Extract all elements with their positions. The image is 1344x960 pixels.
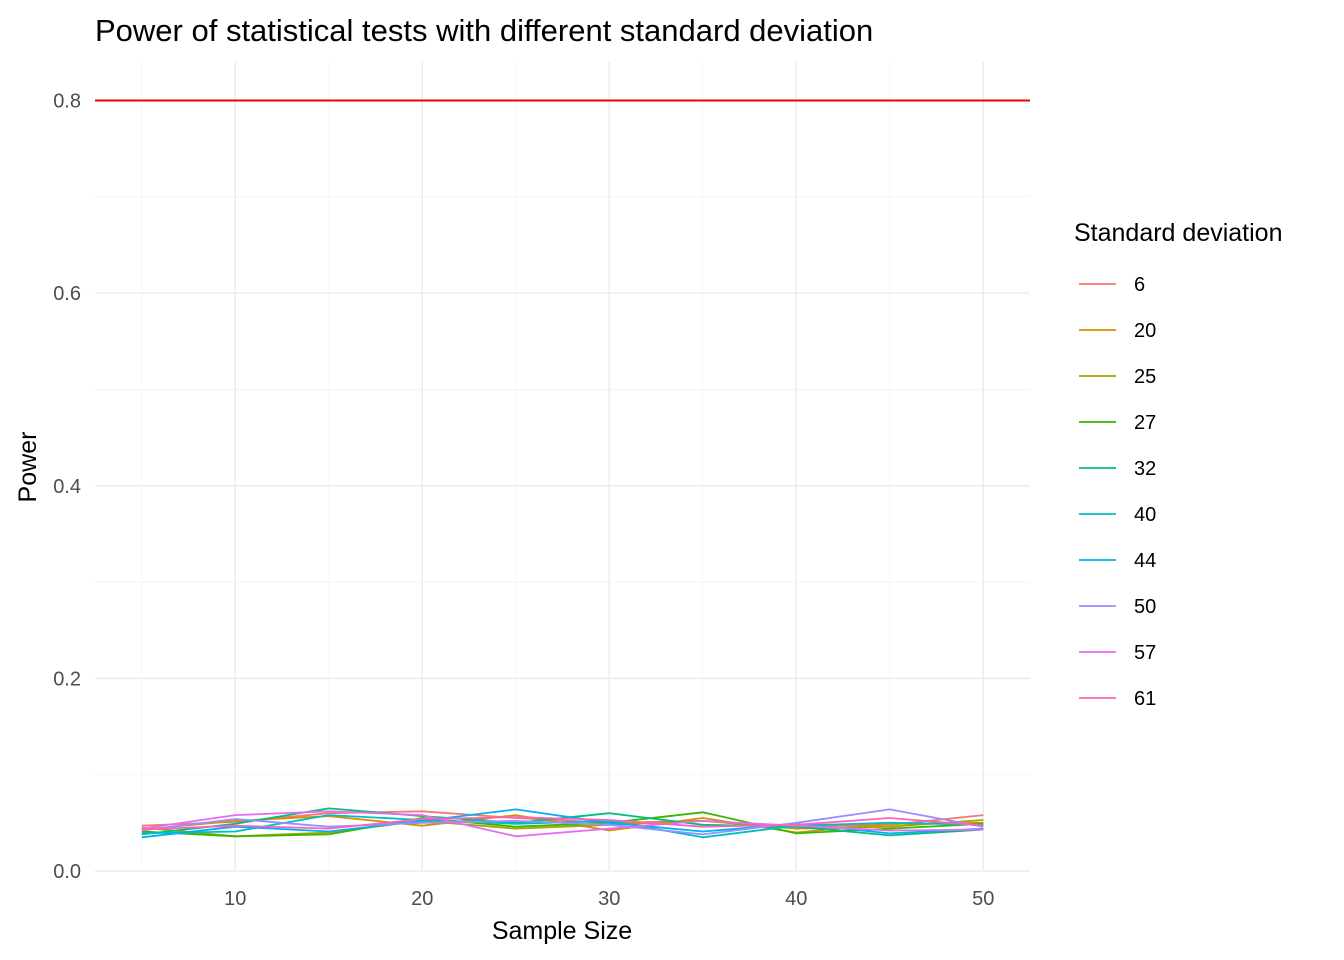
legend-items: 6 20 25 27 32 40 44 50 57 61 xyxy=(1079,274,1156,710)
series-line-sd-57 xyxy=(141,810,984,838)
y-axis-label: Power xyxy=(14,432,42,503)
x-tick-label: 10 xyxy=(224,888,246,910)
x-tick-label: 50 xyxy=(972,888,994,910)
legend-label-27: 27 xyxy=(1134,412,1156,434)
x-tick-label: 30 xyxy=(598,888,620,910)
x-tick-label: 20 xyxy=(411,888,433,910)
x-axis-ticks: 10 20 30 40 50 xyxy=(224,888,994,910)
series-line-sd-61 xyxy=(141,816,984,831)
legend-label-57: 57 xyxy=(1134,642,1156,664)
y-tick-label: 0.2 xyxy=(53,668,81,690)
grid xyxy=(95,62,1030,872)
y-tick-label: 0.0 xyxy=(53,861,81,883)
series-line-sd-50 xyxy=(141,808,984,836)
x-axis-label: Sample Size xyxy=(492,917,632,945)
legend-label-32: 32 xyxy=(1134,458,1156,480)
legend-label-20: 20 xyxy=(1134,320,1156,342)
y-tick-label: 0.8 xyxy=(53,91,81,113)
legend-label-40: 40 xyxy=(1134,504,1156,526)
series-line-sd-6 xyxy=(141,810,984,828)
legend-title: Standard deviation xyxy=(1074,219,1282,247)
legend-label-44: 44 xyxy=(1134,550,1156,572)
y-tick-label: 0.6 xyxy=(53,283,81,305)
legend-label-50: 50 xyxy=(1134,596,1156,618)
legend-label-61: 61 xyxy=(1134,688,1156,710)
legend: Standard deviation 6 20 25 27 32 40 44 50 57 61 xyxy=(1074,219,1282,710)
y-axis-ticks: 0.0 0.2 0.4 0.6 0.8 xyxy=(53,91,81,883)
series-layer xyxy=(141,807,984,839)
y-tick-label: 0.4 xyxy=(53,476,81,498)
legend-label-6: 6 xyxy=(1134,274,1145,296)
chart-title: Power of statistical tests with differen… xyxy=(95,13,873,48)
legend-label-25: 25 xyxy=(1134,366,1156,388)
x-tick-label: 40 xyxy=(785,888,807,910)
